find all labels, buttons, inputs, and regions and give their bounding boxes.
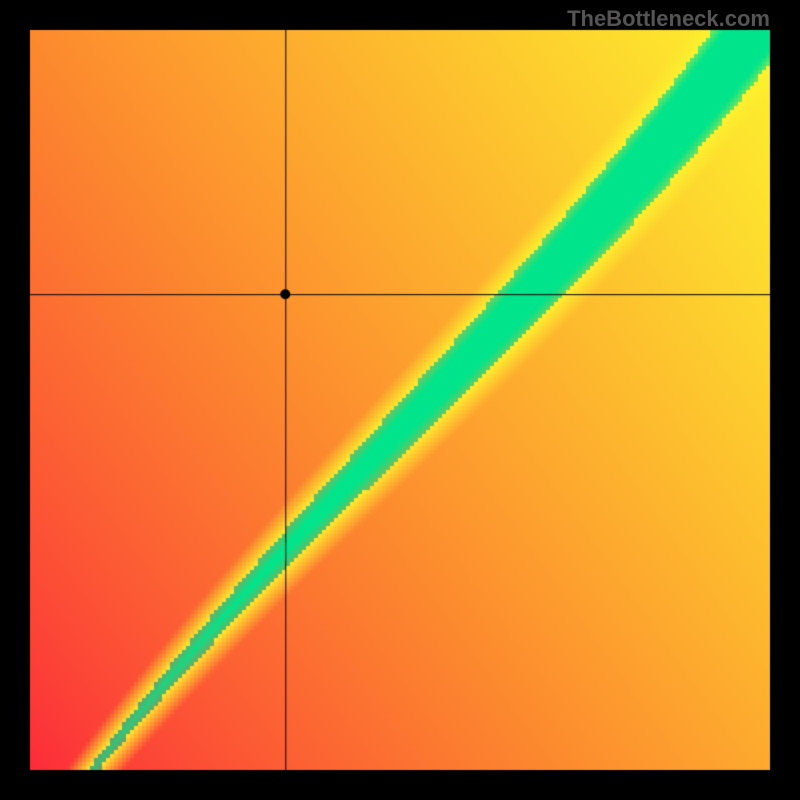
chart-root: TheBottleneck.com (0, 0, 800, 800)
watermark-text: TheBottleneck.com (567, 6, 770, 32)
heatmap-canvas (0, 0, 800, 800)
